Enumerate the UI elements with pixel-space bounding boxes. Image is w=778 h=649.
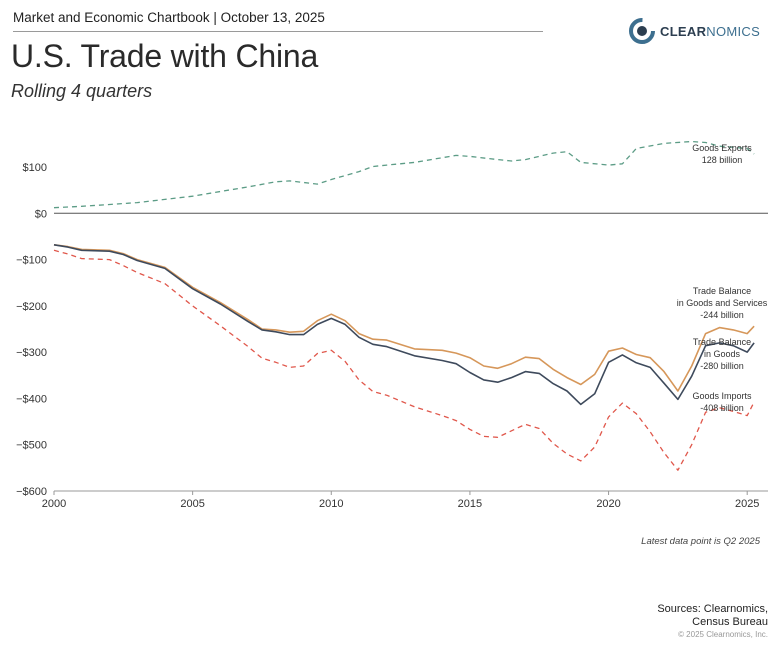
x-tick-label: 2015 xyxy=(458,498,482,510)
sources-note: Sources: Clearnomics, Census Bureau xyxy=(657,603,768,628)
y-tick-label: −$100 xyxy=(16,255,47,267)
balance_services-label: in Goods and Services xyxy=(677,298,768,308)
balance_services-label: Trade Balance xyxy=(693,286,751,296)
y-tick-label: −$200 xyxy=(16,301,47,313)
balance_goods-label: in Goods xyxy=(704,349,741,359)
y-tick-label: −$600 xyxy=(16,486,47,498)
exports-label: 128 billion xyxy=(702,155,743,165)
balance_goods-line xyxy=(53,244,755,406)
page-title: U.S. Trade with China xyxy=(11,38,319,74)
x-tick-label: 2025 xyxy=(735,498,759,510)
balance_services-label: -244 billion xyxy=(700,310,744,320)
x-tick-label: 2005 xyxy=(180,498,204,510)
logo-wordmark: CLEARNOMICS xyxy=(660,23,761,39)
logo-ring-icon xyxy=(629,18,655,44)
x-tick-label: 2010 xyxy=(319,498,343,510)
page-subtitle: Rolling 4 quarters xyxy=(11,81,153,101)
y-tick-label: $100 xyxy=(23,162,47,174)
latest-data-note: Latest data point is Q2 2025 xyxy=(641,536,760,547)
balance_goods-label: -280 billion xyxy=(700,361,744,371)
chartbook-header: Market and Economic Chartbook | October … xyxy=(13,10,325,25)
copyright-note: © 2025 Clearnomics, Inc. xyxy=(678,630,768,639)
trade-line-chart: $100 $0 −$100 −$200 −$300 −$400 −$500 −$6002000… xyxy=(16,140,768,510)
clearnomics-logo: CLEARNOMICS xyxy=(628,16,760,46)
header-divider xyxy=(13,31,543,32)
imports-label: Goods Imports xyxy=(692,391,752,401)
y-tick-label: −$500 xyxy=(16,440,47,452)
imports-label: -408 billion xyxy=(700,403,744,413)
exports-label: Goods Exports xyxy=(692,143,752,153)
y-tick-label: $0 xyxy=(35,208,47,220)
balance_goods-label: Trade Balance xyxy=(693,337,751,347)
x-tick-label: 2020 xyxy=(596,498,620,510)
x-tick-label: 2000 xyxy=(42,498,66,510)
imports-line xyxy=(53,249,755,471)
exports-line xyxy=(53,140,755,209)
balance_services-line xyxy=(53,244,755,392)
y-tick-label: −$400 xyxy=(16,393,47,405)
y-tick-label: −$300 xyxy=(16,347,47,359)
